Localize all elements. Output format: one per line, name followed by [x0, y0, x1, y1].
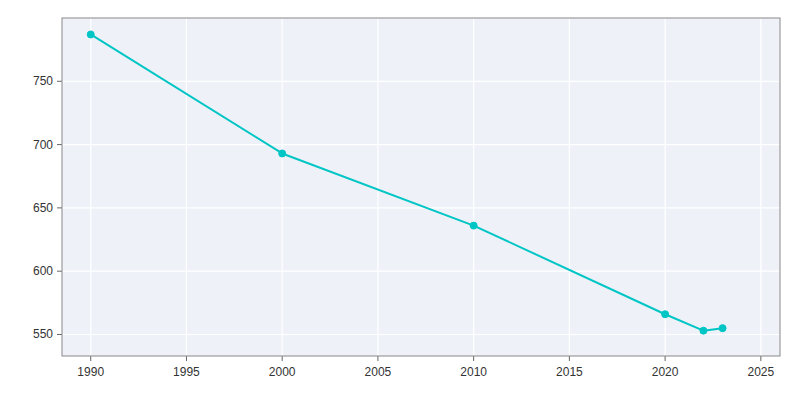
marker — [279, 150, 286, 157]
plot-background — [62, 18, 780, 356]
x-tick-mark — [665, 356, 666, 361]
line — [91, 34, 723, 330]
x-tick-mark — [186, 356, 187, 361]
y-tick-mark — [57, 207, 62, 208]
x-tick-mark — [760, 356, 761, 361]
x-tick-label: 2005 — [365, 365, 392, 379]
y-grid-line — [62, 334, 780, 335]
y-tick-label: 650 — [33, 201, 53, 215]
y-tick-mark — [57, 81, 62, 82]
x-grid-line — [377, 18, 378, 356]
x-grid-line — [665, 18, 666, 356]
marker — [87, 31, 94, 38]
page: {"chart_data": {"type": "line", "x": [19… — [0, 0, 800, 400]
grid — [62, 18, 780, 356]
x-tick-label: 2015 — [556, 365, 583, 379]
y-tick-mark — [57, 334, 62, 335]
y-tick-label: 750 — [33, 74, 53, 88]
y-tick-label: 600 — [33, 264, 53, 278]
x-tick-mark — [377, 356, 378, 361]
marker — [470, 222, 477, 229]
x-tick-label: 2025 — [748, 365, 775, 379]
x-tick-label: 1995 — [173, 365, 200, 379]
x-tick-label: 1990 — [77, 365, 104, 379]
x-grid-line — [186, 18, 187, 356]
y-grid-line — [62, 144, 780, 145]
y-tick-label: 700 — [33, 138, 53, 152]
x-tick-label: 2010 — [460, 365, 487, 379]
x-tick-label: 2000 — [269, 365, 296, 379]
x-tick-mark — [473, 356, 474, 361]
marker — [662, 311, 669, 318]
y-grid-line — [62, 81, 780, 82]
x-grid-line — [760, 18, 761, 356]
x-grid-line — [90, 18, 91, 356]
plot-frame — [62, 18, 780, 356]
x-grid-line — [282, 18, 283, 356]
marker — [700, 327, 707, 334]
marker — [719, 325, 726, 332]
x-tick-mark — [282, 356, 283, 361]
x-tick-mark — [569, 356, 570, 361]
x-grid-line — [473, 18, 474, 356]
x-grid-line — [569, 18, 570, 356]
y-tick-mark — [57, 271, 62, 272]
x-tick-label: 2020 — [652, 365, 679, 379]
x-tick-mark — [90, 356, 91, 361]
axes: 1990 1995 2000 2005 2010 2015 2020 2025 550 600 65… — [33, 74, 775, 379]
y-grid-line — [62, 271, 780, 272]
chart-container: 1990 1995 2000 2005 2010 2015 2020 2025 550 600 65… — [0, 0, 800, 400]
y-tick-mark — [57, 144, 62, 145]
y-grid-line — [62, 207, 780, 208]
y-tick-label: 550 — [33, 327, 53, 341]
series — [87, 31, 726, 334]
chart: 1990 1995 2000 2005 2010 2015 2020 2025 550 600 65… — [0, 0, 800, 400]
